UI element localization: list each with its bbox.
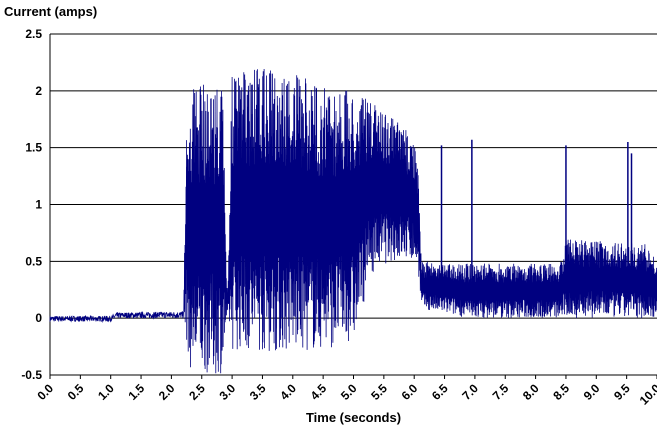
y-tick-label: 0 bbox=[35, 311, 42, 325]
y-tick-label: 1.5 bbox=[25, 141, 42, 155]
x-tick-label: 0.0 bbox=[34, 381, 56, 403]
y-tick-label: 0.5 bbox=[25, 254, 42, 268]
x-tick-label: 5.5 bbox=[368, 381, 390, 403]
x-tick-label: 10.0 bbox=[637, 381, 657, 408]
x-tick-label: 7.5 bbox=[490, 381, 512, 403]
series-line bbox=[49, 68, 657, 374]
x-tick-label: 1.0 bbox=[95, 381, 117, 403]
x-tick-label: 7.0 bbox=[459, 381, 481, 403]
x-tick-label: 3.5 bbox=[247, 381, 269, 403]
chart-title: Current (amps) bbox=[4, 4, 98, 19]
x-tick-label: 8.0 bbox=[520, 381, 542, 403]
x-axis-label: Time (seconds) bbox=[305, 410, 402, 425]
y-tick-label: 2.5 bbox=[25, 27, 42, 41]
x-tick-label: 9.0 bbox=[581, 381, 603, 403]
x-tick-label: 2.0 bbox=[156, 381, 178, 403]
x-tick-label: 4.5 bbox=[308, 381, 330, 403]
x-tick-label: 6.0 bbox=[399, 381, 421, 403]
y-tick-label: 2 bbox=[35, 84, 42, 98]
x-tick-label: 3.0 bbox=[217, 381, 239, 403]
x-tick-label: 4.0 bbox=[277, 381, 299, 403]
x-tick-label: 5.0 bbox=[338, 381, 360, 403]
x-tick-label: 8.5 bbox=[550, 381, 572, 403]
x-tick-label: 2.5 bbox=[186, 381, 208, 403]
x-tick-label: 6.5 bbox=[429, 381, 451, 403]
x-tick-label: 0.5 bbox=[65, 381, 87, 403]
x-tick-label: 1.5 bbox=[125, 381, 147, 403]
y-tick-label: 1 bbox=[35, 198, 42, 212]
x-tick-label: 9.5 bbox=[611, 381, 633, 403]
y-tick-label: -0.5 bbox=[21, 368, 42, 382]
